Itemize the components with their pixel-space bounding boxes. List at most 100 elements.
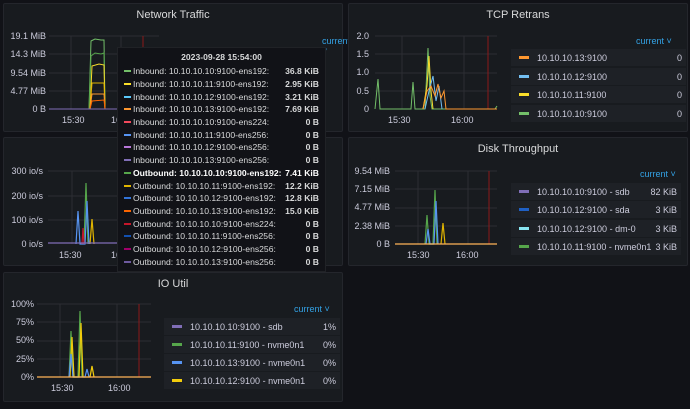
y-tick: 2.38 MiB: [354, 221, 390, 231]
tooltip-label: Outbound: 10.10.10.11:9100-ens192:: [133, 180, 276, 191]
tooltip-row: Inbound: 10.10.10.11:9100-ens192: 2.95 Ki…: [124, 78, 319, 91]
tooltip-label: Outbound: 10.10.10.12:9100-ens192:: [133, 193, 276, 204]
series-swatch: [124, 108, 131, 111]
y-tick: 9.54 MiB: [354, 166, 390, 176]
legend-item[interactable]: 10.10.10.12:9100 0: [511, 68, 686, 85]
legend-item[interactable]: 10.10.10.12:9100 - sda 3 KiB: [511, 201, 681, 218]
legend-item[interactable]: 10.10.10.11:9100 - nvme0n1 0%: [164, 336, 340, 353]
x-tick: 16:00: [456, 250, 479, 260]
tooltip-label: Inbound: 10.10.10.13:9100-ens256:: [133, 155, 270, 166]
tooltip-label: Inbound: 10.10.10.13:9100-ens192:: [133, 104, 270, 115]
legend-value: 0%: [322, 339, 336, 350]
legend-item[interactable]: 10.10.10.13:9100 - nvme0n1 0%: [164, 354, 340, 371]
legend-sort-current[interactable]: current ˅: [636, 36, 672, 46]
tooltip-label: Outbound: 10.10.10.11:9100-ens256:: [133, 231, 276, 242]
tooltip-row: Outbound: 10.10.10.12:9100-ens256: 0 B: [124, 243, 319, 256]
y-tick: 200 io/s: [11, 191, 43, 201]
panel-title: IO Util: [157, 278, 189, 290]
legend-label: 10.10.10.11:9100 - nvme0n1: [537, 241, 652, 252]
tooltip-row: Outbound: 10.10.10.11:9100-ens256: 0 B: [124, 230, 319, 243]
graph-tooltip: 2023-09-28 15:54:00 Inbound: 10.10.10.10…: [117, 47, 326, 272]
tooltip-value: 0 B: [305, 218, 319, 229]
x-tick: 15:30: [388, 115, 411, 125]
tooltip-value: 0 B: [305, 231, 319, 242]
tooltip-label: Outbound: 10.10.10.10:9100-ens224:: [133, 218, 276, 229]
tooltip-row: Outbound: 10.10.10.13:9100-ens192: 15.0 K…: [124, 205, 319, 218]
series-swatch: [519, 208, 529, 211]
series-swatch: [124, 146, 131, 149]
x-tick: 16: [111, 250, 122, 260]
legend-item[interactable]: 10.10.10.11:9100 - nvme0n1 3 KiB: [511, 238, 681, 255]
y-tick: 75%: [15, 317, 34, 327]
legend-item[interactable]: 10.10.10.12:9100 - dm-0 3 KiB: [511, 220, 681, 237]
legend-label: 10.10.10.11:9100 - nvme0n1: [190, 339, 305, 350]
tooltip-value: 0 B: [305, 117, 319, 128]
legend-label: 10.10.10.12:9100 - dm-0: [537, 223, 636, 234]
series-swatch: [124, 209, 131, 212]
series-swatch: [172, 325, 182, 328]
tooltip-value: 0 B: [305, 256, 319, 267]
tooltip-label: Inbound: 10.10.10.10:9100-ens192:: [133, 66, 270, 77]
tooltip-time: 2023-09-28 15:54:00: [181, 52, 262, 62]
series-swatch: [519, 190, 529, 193]
legend-label: 10.10.10.10:9100 - sdb: [190, 321, 283, 332]
io-util-graph[interactable]: [37, 303, 151, 379]
tooltip-label: Inbound: 10.10.10.12:9100-ens192:: [133, 91, 270, 102]
series-swatch: [519, 245, 529, 248]
legend-item[interactable]: 10.10.10.10:9100 - sdb 1%: [164, 318, 340, 335]
series-swatch: [124, 159, 131, 162]
tcp-retrans-graph[interactable]: [374, 35, 498, 111]
tooltip-row: Inbound: 10.10.10.11:9100-ens256: 0 B: [124, 128, 319, 141]
y-tick: 0 B: [376, 239, 390, 249]
legend-label: 10.10.10.13:9100: [537, 52, 608, 63]
x-tick: 15:30: [62, 115, 85, 125]
tooltip-value: 0 B: [305, 129, 319, 140]
tooltip-row: Inbound: 10.10.10.13:9100-ens256: 0 B: [124, 154, 319, 167]
panel-title: Disk Throughput: [477, 143, 559, 155]
legend-label: 10.10.10.11:9100: [537, 89, 607, 100]
tooltip-value: 12.8 KiB: [285, 193, 319, 204]
legend-item[interactable]: 10.10.10.13:9100 0: [511, 49, 686, 66]
y-tick: 2.0: [356, 31, 369, 41]
tooltip-value: 2.95 KiB: [285, 79, 319, 90]
legend-label: 10.10.10.12:9100: [537, 71, 608, 82]
tooltip-value: 12.2 KiB: [285, 180, 319, 191]
legend-item[interactable]: 10.10.10.12:9100 - nvme0n1 0%: [164, 372, 340, 389]
tooltip-label: Inbound: 10.10.10.10:9100-ens224:: [133, 117, 270, 128]
y-tick: 0.5: [356, 86, 369, 96]
series-swatch: [124, 184, 131, 187]
series-swatch: [172, 343, 182, 346]
tooltip-value: 7.69 KiB: [285, 104, 319, 115]
panel-title: TCP Retrans: [486, 9, 550, 21]
tooltip-value: 15.0 KiB: [285, 205, 319, 216]
y-tick: 100 io/s: [11, 215, 43, 225]
y-tick: 1.0: [356, 67, 369, 77]
legend-value: 3 KiB: [655, 204, 677, 215]
disk-throughput-graph[interactable]: [395, 170, 497, 246]
x-tick: 16:00: [451, 115, 474, 125]
legend-sort-current[interactable]: current ˅: [640, 169, 676, 179]
legend-item[interactable]: 10.10.10.11:9100 0: [511, 86, 686, 103]
legend-label: 10.10.10.10:9100: [537, 108, 608, 119]
tooltip-value: 0 B: [305, 155, 319, 166]
tooltip-value: 7.41 KiB: [285, 167, 319, 178]
panel-disk-throughput: Disk Throughput 9.54 MiB 7.15 MiB 4.77 M…: [348, 137, 688, 266]
y-tick: 0 io/s: [21, 239, 43, 249]
tooltip-label: Outbound: 10.10.10.12:9100-ens256:: [133, 243, 276, 254]
y-tick: 50%: [15, 335, 34, 345]
y-tick: 14.3 MiB: [10, 49, 46, 59]
y-tick: 0: [363, 104, 369, 114]
legend-item[interactable]: 10.10.10.10:9100 - sdb 82 KiB: [511, 183, 681, 200]
x-tick: 16: [111, 115, 122, 125]
series-swatch: [519, 56, 529, 59]
series-swatch: [124, 260, 131, 263]
y-tick: 4.77 MiB: [10, 86, 46, 96]
series-swatch: [124, 222, 131, 225]
legend-item[interactable]: 10.10.10.10:9100 0: [511, 105, 686, 122]
y-tick: 0 B: [32, 104, 46, 114]
legend-sort-current[interactable]: current ˅: [294, 304, 330, 314]
series-swatch: [519, 112, 529, 115]
tooltip-row: Outbound: 10.10.10.11:9100-ens192: 12.2 K…: [124, 179, 319, 192]
legend-label: 10.10.10.13:9100 - nvme0n1: [190, 357, 306, 368]
tooltip-value: 0 B: [305, 142, 319, 153]
